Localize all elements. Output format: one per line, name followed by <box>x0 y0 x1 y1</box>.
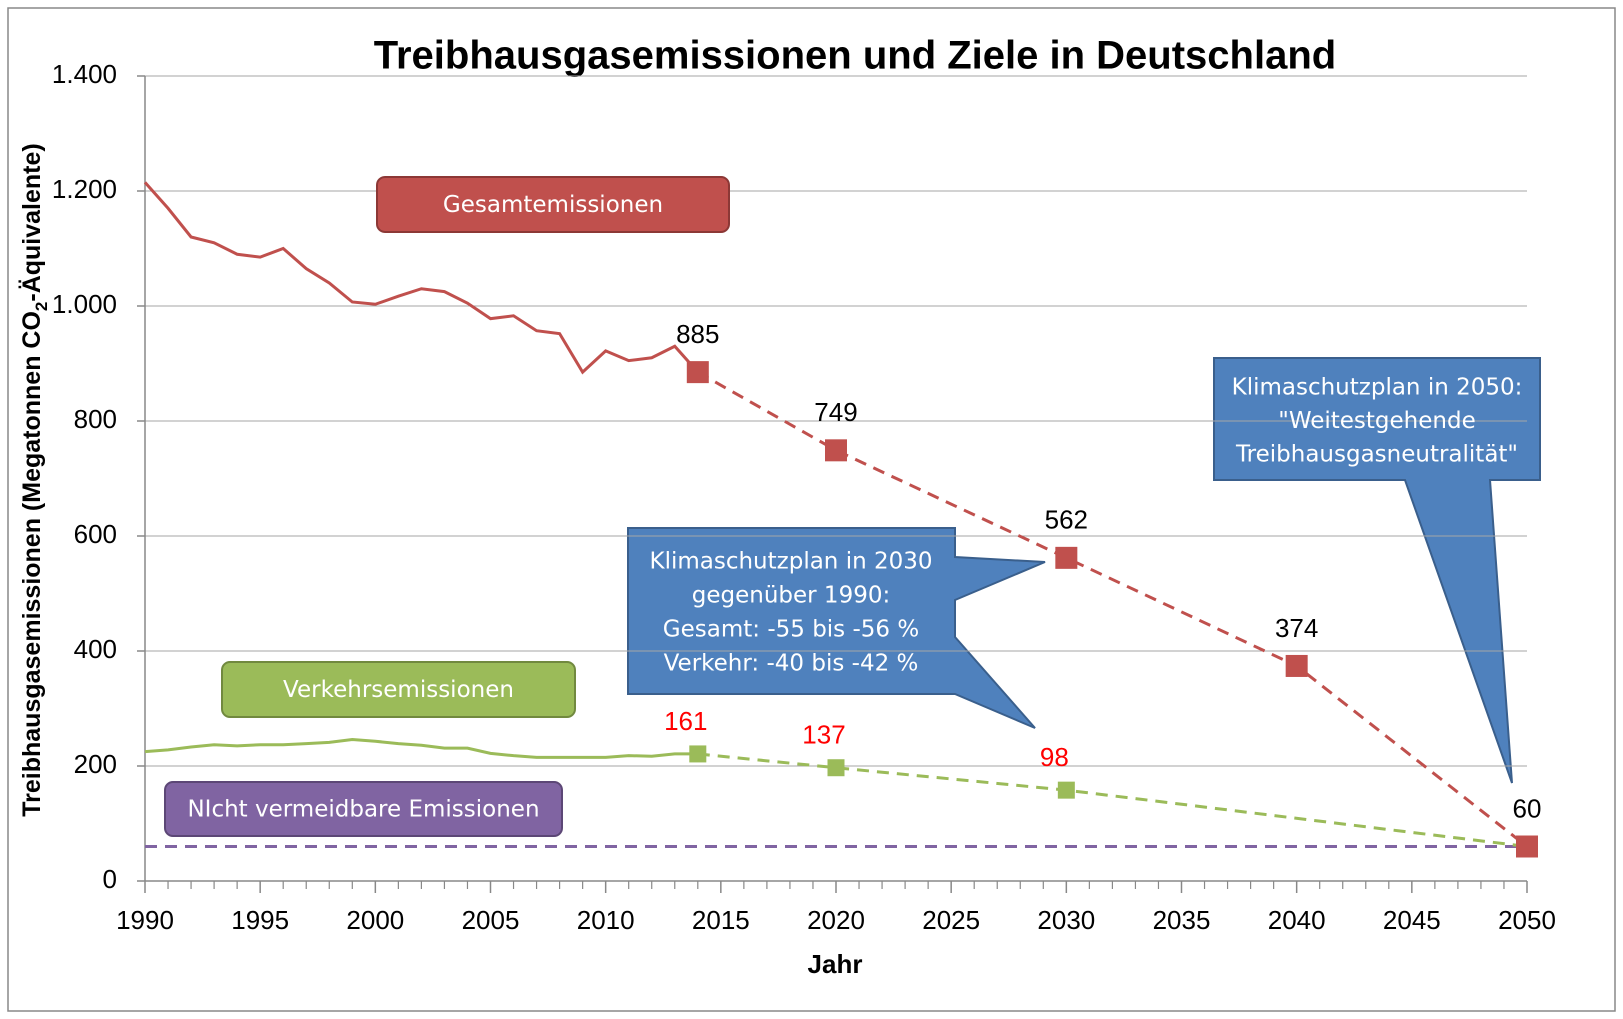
x-tick-label: 2030 <box>1037 905 1095 935</box>
target-marker <box>1285 654 1308 677</box>
target-marker <box>1057 781 1075 799</box>
x-tick-label: 2005 <box>462 905 520 935</box>
x-tick-label: 2040 <box>1268 905 1326 935</box>
target-marker <box>686 361 709 384</box>
x-tick-label: 2045 <box>1383 905 1441 935</box>
legend-label: Verkehrsemissionen <box>283 677 514 703</box>
data-label: 98 <box>1040 742 1069 772</box>
data-label: 161 <box>664 706 707 736</box>
target-marker <box>825 439 847 462</box>
y-tick-label: 1.000 <box>52 289 117 319</box>
x-tick-label: 1990 <box>116 905 174 935</box>
y-tick-label: 1.400 <box>52 59 117 89</box>
x-tick-label: 2000 <box>346 905 404 935</box>
target-marker <box>1516 835 1538 858</box>
y-axis-label-part: Treibhausgasemissionen (Megatonnen CO <box>18 311 46 817</box>
legend-box <box>164 781 563 837</box>
target-marker <box>689 745 707 763</box>
callout-text: Gesamt: -55 bis -56 % <box>663 617 919 643</box>
target-line <box>697 370 1528 848</box>
callout-text: Klimaschutzplan in 2050: <box>1232 375 1523 401</box>
x-tick-label: 2035 <box>1153 905 1211 935</box>
y-axis-label: Treibhausgasemissionen (Megatonnen CO2-Ä… <box>18 143 51 816</box>
y-axis-label-sub: 2 <box>32 302 51 311</box>
chart-title: Treibhausgasemissionen und Ziele in Deut… <box>374 34 1336 78</box>
data-label: 374 <box>1275 613 1318 643</box>
chart-frame <box>7 7 1616 1012</box>
callout-text: Treibhausgasneutralität" <box>1235 442 1518 468</box>
data-label: 60 <box>1513 793 1542 823</box>
callout-box <box>1213 357 1541 784</box>
x-tick-label: 2050 <box>1498 905 1556 935</box>
target-marker <box>827 759 845 777</box>
callout-text: Klimaschutzplan in 2030 <box>649 549 932 575</box>
x-axis-label: Jahr <box>808 949 863 979</box>
target-line <box>697 752 1528 848</box>
callout-text: gegenüber 1990: <box>692 583 890 609</box>
data-label: 885 <box>676 319 719 349</box>
y-tick-label: 0 <box>103 864 117 894</box>
series-line <box>143 181 699 375</box>
data-label: 749 <box>814 397 857 427</box>
data-label: 562 <box>1045 505 1088 535</box>
callout-box <box>627 527 1046 729</box>
y-tick-label: 200 <box>74 749 117 779</box>
x-tick-label: 2015 <box>692 905 750 935</box>
y-axis-label-part: -Äquivalente) <box>18 143 46 301</box>
x-tick-label: 2020 <box>807 905 865 935</box>
y-tick-label: 800 <box>74 404 117 434</box>
legend-box <box>376 176 730 233</box>
x-tick-label: 2025 <box>922 905 980 935</box>
x-tick-label: 2010 <box>577 905 635 935</box>
x-tick-label: 1995 <box>231 905 289 935</box>
callout-text: "Weitestgehende <box>1278 408 1476 434</box>
legend-label: NIcht vermeidbare Emissionen <box>187 797 539 823</box>
target-marker <box>1055 546 1078 569</box>
callout-text: Verkehr: -40 bis -42 % <box>664 651 919 677</box>
data-label: 137 <box>802 720 845 750</box>
y-tick-label: 600 <box>74 519 117 549</box>
y-tick-label: 400 <box>74 634 117 664</box>
series-line <box>144 738 698 759</box>
legend-label: Gesamtemissionen <box>443 192 663 218</box>
y-tick-label: 1.200 <box>52 174 117 204</box>
legend-box <box>221 661 576 718</box>
